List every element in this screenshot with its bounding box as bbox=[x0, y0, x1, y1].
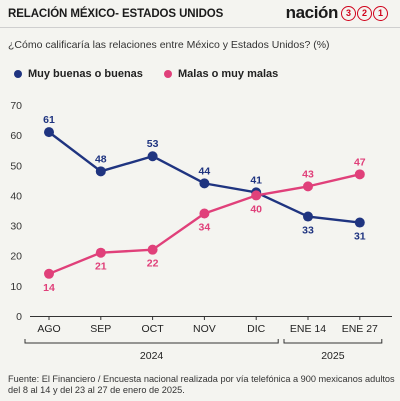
source-note: Fuente: El Financiero / Encuesta naciona… bbox=[8, 374, 395, 395]
data-point bbox=[354, 169, 365, 180]
y-tick-label: 40 bbox=[10, 190, 22, 202]
legend-item-good: Muy buenas o buenas bbox=[14, 68, 143, 80]
data-label: 44 bbox=[199, 165, 211, 177]
data-point bbox=[147, 151, 158, 162]
chart-title: RELACIÓN MÉXICO- ESTADOS UNIDOS bbox=[8, 8, 224, 20]
legend-item-bad: Malas o muy malas bbox=[164, 68, 278, 80]
year-label: 2024 bbox=[140, 350, 164, 362]
y-tick-label: 20 bbox=[10, 251, 22, 263]
legend-label-good: Muy buenas o buenas bbox=[28, 68, 143, 80]
legend-label-bad: Malas o muy malas bbox=[178, 68, 279, 80]
y-tick-label: 10 bbox=[10, 281, 22, 293]
brand-logo: nación 3 2 1 bbox=[286, 3, 388, 23]
data-label: 53 bbox=[147, 138, 159, 150]
data-point bbox=[251, 190, 262, 201]
data-label: 22 bbox=[147, 258, 159, 270]
chart-subtitle: ¿Cómo calificaría las relaciones entre M… bbox=[8, 39, 330, 51]
year-bracket bbox=[24, 339, 279, 344]
data-point bbox=[44, 127, 54, 138]
data-label: 14 bbox=[43, 282, 55, 294]
x-tick-label: ENE 27 bbox=[342, 323, 378, 335]
data-point bbox=[95, 166, 106, 177]
data-label: 41 bbox=[250, 174, 262, 186]
data-label: 21 bbox=[95, 261, 107, 273]
data-label: 47 bbox=[354, 156, 366, 168]
x-tick-label: ENE 14 bbox=[290, 323, 326, 335]
x-tick-label: SEP bbox=[90, 323, 111, 335]
data-label: 48 bbox=[95, 153, 107, 165]
data-point bbox=[199, 178, 210, 189]
x-tick-label: OCT bbox=[142, 323, 165, 335]
y-tick-label: 0 bbox=[16, 311, 22, 323]
data-point bbox=[303, 211, 313, 222]
logo-word: nación bbox=[285, 3, 339, 22]
x-tick-label: NOV bbox=[193, 323, 216, 335]
header: RELACIÓN MÉXICO- ESTADOS UNIDOS nación 3… bbox=[0, 0, 400, 28]
legend-dot-good bbox=[14, 70, 22, 78]
data-label: 31 bbox=[354, 231, 366, 243]
data-label: 61 bbox=[43, 114, 55, 126]
x-tick-label: AGO bbox=[37, 323, 60, 335]
data-label: 43 bbox=[302, 168, 314, 180]
header-divider bbox=[0, 27, 400, 28]
year-label: 2025 bbox=[321, 350, 345, 362]
y-tick-label: 50 bbox=[10, 160, 22, 172]
data-point bbox=[44, 268, 54, 279]
data-point bbox=[303, 181, 313, 192]
y-tick-label: 60 bbox=[10, 130, 22, 142]
data-point bbox=[199, 208, 210, 219]
data-point bbox=[95, 247, 106, 258]
logo-digit: 2 bbox=[357, 5, 372, 21]
year-bracket bbox=[283, 339, 383, 344]
data-label: 33 bbox=[302, 225, 314, 237]
line-chart: 0 10 20 30 40 50 60 70 AGO SEP OCT NOV DIC ENE 14 ENE … bbox=[10, 100, 392, 362]
y-tick-label: 70 bbox=[10, 100, 22, 112]
data-label: 34 bbox=[199, 222, 211, 234]
y-tick-label: 30 bbox=[10, 221, 22, 233]
data-point bbox=[354, 217, 365, 228]
data-point bbox=[147, 244, 158, 255]
data-label: 40 bbox=[250, 203, 262, 215]
logo-digit: 3 bbox=[341, 5, 356, 21]
logo-digit: 1 bbox=[373, 5, 388, 21]
x-tick-label: DIC bbox=[247, 323, 266, 335]
legend-dot-bad bbox=[164, 70, 172, 78]
